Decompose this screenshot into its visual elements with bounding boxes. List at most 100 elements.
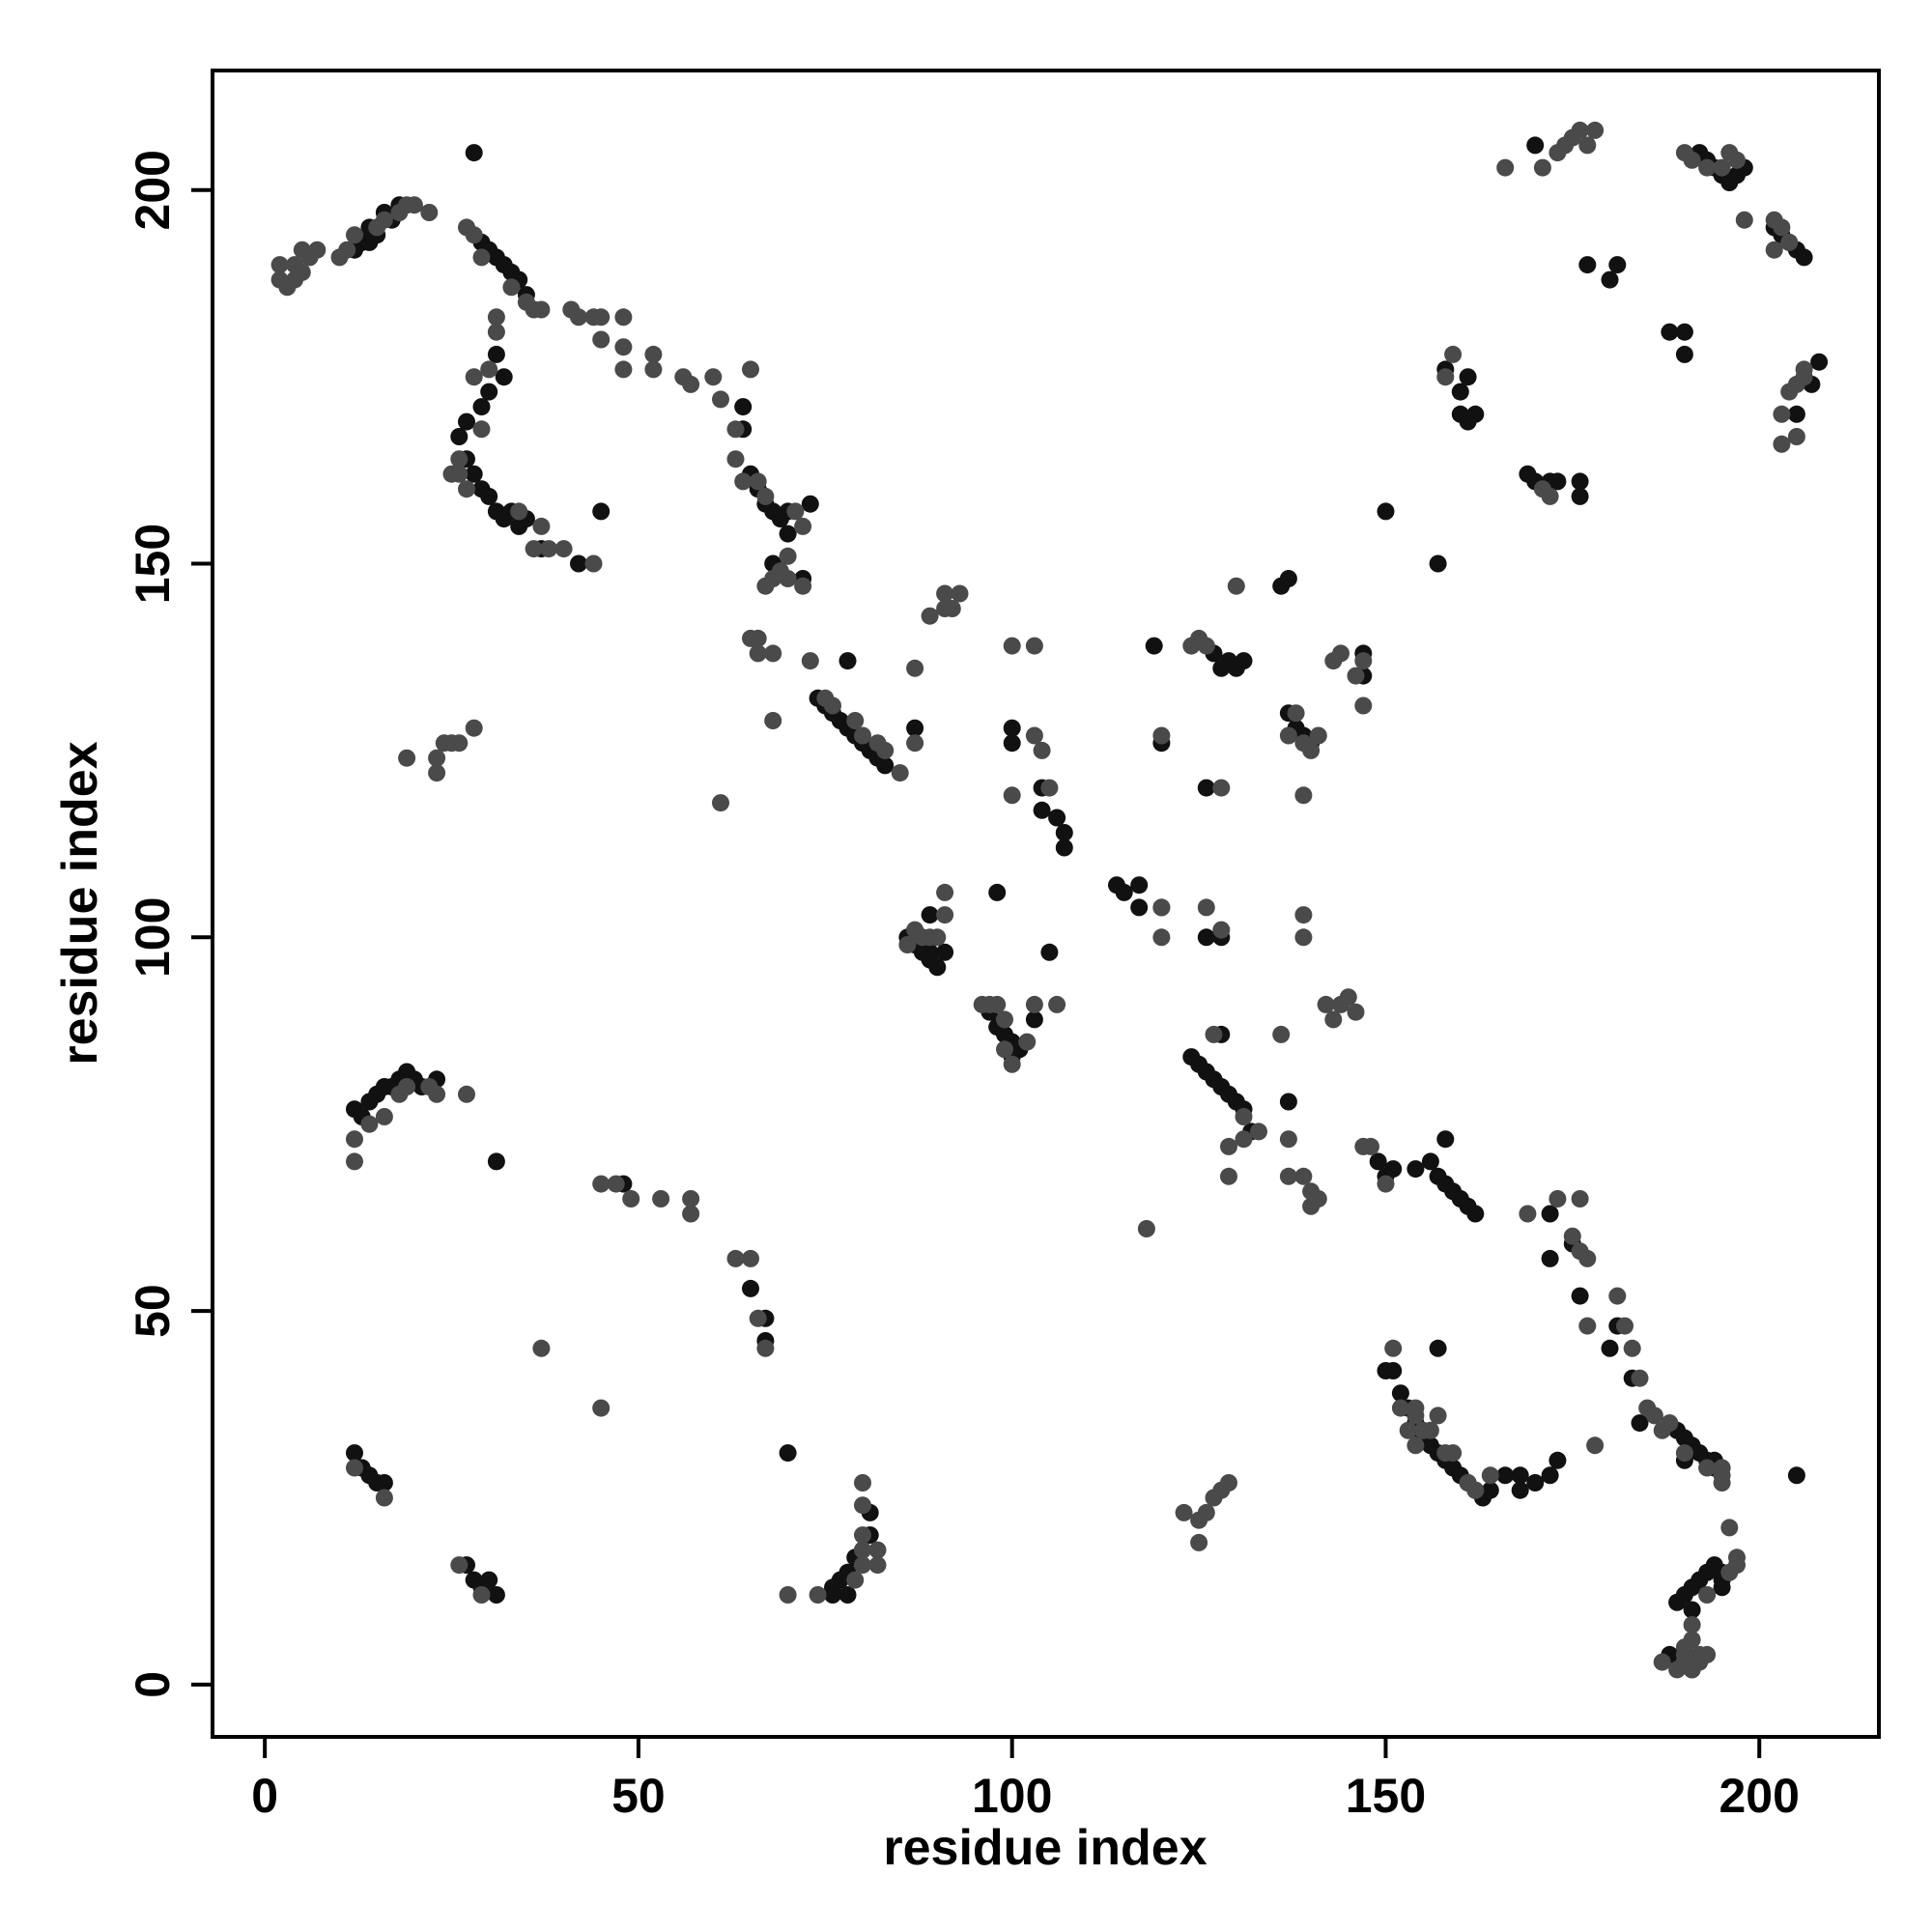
data-point: [1197, 1503, 1215, 1521]
data-point: [1466, 1481, 1485, 1499]
data-point: [1429, 1406, 1447, 1425]
data-point: [779, 547, 797, 565]
data-point: [734, 472, 753, 491]
data-point: [682, 1205, 700, 1223]
data-point: [1033, 741, 1051, 759]
data-point: [472, 398, 491, 416]
data-point: [502, 278, 521, 297]
data-point: [846, 712, 865, 729]
data-point: [1675, 144, 1693, 162]
data-point: [1548, 144, 1567, 162]
data-point: [1025, 995, 1043, 1013]
data-point: [465, 368, 483, 386]
plot-frame: [211, 69, 1881, 1739]
y-tick-label: 150: [126, 524, 180, 604]
data-point: [532, 300, 551, 319]
y-tick-label: 200: [126, 150, 180, 230]
data-point: [480, 360, 498, 379]
data-point: [726, 420, 745, 439]
data-point: [682, 1190, 700, 1208]
data-point: [1175, 1503, 1193, 1521]
data-point: [1429, 554, 1447, 573]
data-point: [1406, 1436, 1425, 1455]
data-point: [1197, 779, 1215, 797]
data-point: [1429, 1339, 1447, 1357]
data-point: [779, 570, 797, 587]
data-point: [1003, 637, 1021, 655]
data-point: [742, 1249, 759, 1267]
data-point: [1130, 876, 1149, 895]
data-point: [1571, 121, 1589, 139]
data-point: [779, 525, 797, 543]
data-point: [1279, 726, 1297, 745]
data-point: [1683, 1631, 1701, 1649]
data-point: [1436, 1130, 1455, 1149]
x-axis: 0 50 100 150 200: [251, 1737, 1800, 1823]
data-point: [1279, 1167, 1297, 1185]
data-point: [554, 540, 573, 558]
data-point: [308, 241, 327, 259]
data-point: [1048, 995, 1066, 1013]
data-point: [480, 487, 498, 505]
data-point: [1713, 1474, 1731, 1492]
data-point: [592, 502, 611, 521]
data-point: [794, 577, 812, 595]
data-point: [1720, 1519, 1739, 1537]
data-point: [1354, 652, 1373, 670]
data-point: [726, 1249, 745, 1267]
data-point: [570, 308, 587, 327]
data-point: [346, 1130, 363, 1149]
data-point: [1309, 726, 1327, 745]
data-point: [1765, 241, 1783, 259]
data-point: [928, 928, 947, 947]
data-point: [1220, 1137, 1237, 1155]
data-point: [824, 1586, 841, 1604]
data-point: [1384, 1160, 1403, 1179]
data-point: [764, 644, 782, 663]
data-point: [1220, 1167, 1237, 1185]
data-point: [1018, 1033, 1037, 1051]
data-point: [1436, 368, 1455, 386]
data-point: [375, 1474, 393, 1492]
data-point: [1608, 256, 1627, 274]
data-point: [398, 749, 416, 767]
data-point: [472, 248, 491, 267]
data-point: [1563, 1227, 1581, 1245]
data-point: [1130, 898, 1149, 917]
data-point: [1197, 928, 1215, 947]
data-point: [996, 1040, 1013, 1059]
data-point: [472, 420, 491, 439]
data-point: [1661, 323, 1679, 341]
data-point: [1608, 1287, 1627, 1305]
data-point: [398, 1078, 416, 1095]
data-point: [1145, 637, 1163, 655]
data-point: [1294, 786, 1313, 805]
data-point: [1324, 1010, 1343, 1029]
data-point: [584, 554, 603, 573]
data-point: [487, 1586, 505, 1604]
data-point: [1631, 1414, 1649, 1433]
data-point: [1795, 248, 1813, 267]
data-point: [1302, 1182, 1321, 1201]
data-point: [734, 398, 753, 416]
data-point: [1279, 570, 1297, 587]
data-point: [1152, 898, 1171, 917]
data-point: [1645, 1406, 1663, 1425]
data-point: [1025, 726, 1043, 745]
data-point: [726, 450, 745, 469]
data-point: [450, 465, 469, 483]
data-point: [749, 1309, 767, 1327]
data-point: [1391, 1384, 1409, 1403]
data-point: [1578, 1317, 1597, 1335]
data-point: [644, 345, 663, 363]
data-point: [1780, 233, 1799, 251]
data-point: [1496, 158, 1515, 177]
data-point: [936, 883, 954, 901]
x-tick-label: 200: [1719, 1769, 1800, 1823]
data-point: [1003, 786, 1021, 805]
data-point: [824, 696, 841, 715]
data-point: [1541, 1205, 1559, 1223]
x-tick-label: 0: [251, 1769, 278, 1823]
data-point: [704, 368, 723, 386]
data-point: [1235, 1130, 1253, 1149]
